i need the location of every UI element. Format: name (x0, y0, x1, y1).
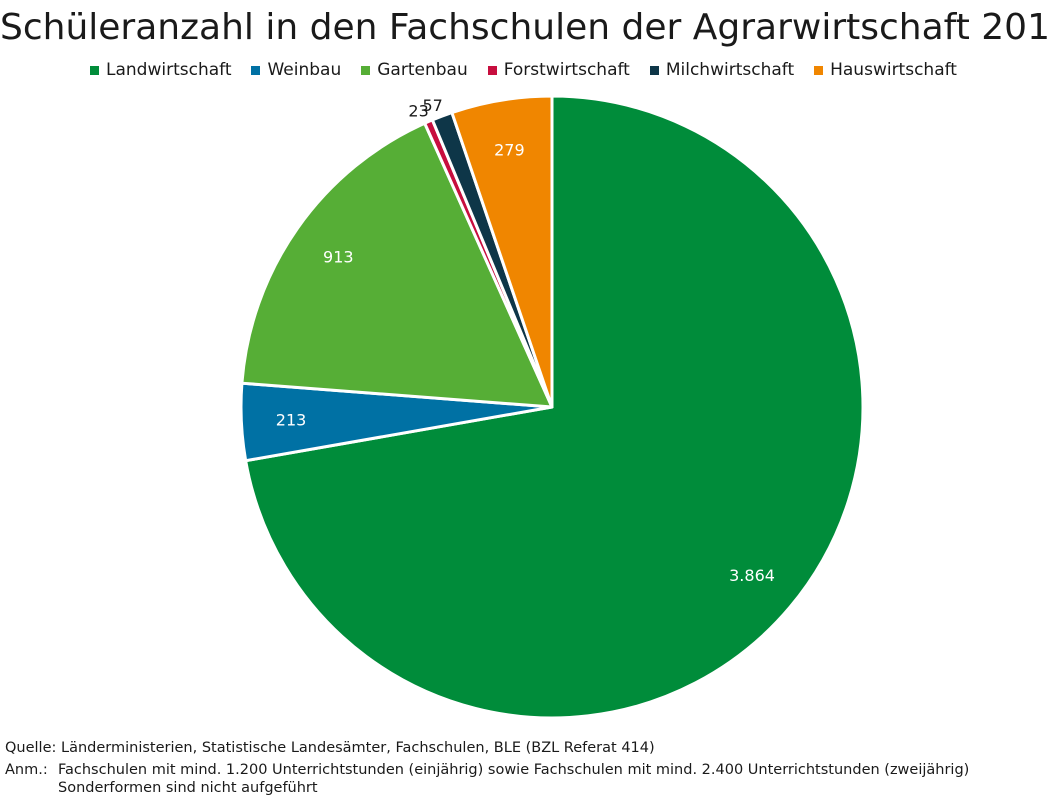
pie-slice-gartenbau (240, 121, 554, 409)
legend-item-weinbau: Weinbau (251, 60, 341, 80)
legend-item-hauswirtschaft: Hauswirtschaft (814, 60, 957, 80)
pie-slice-hauswirtschaft (450, 94, 554, 409)
legend-swatch (251, 65, 261, 75)
legend-swatch (361, 65, 371, 75)
data-label-landwirtschaft: 3.864 (729, 566, 775, 585)
annotation-note: Anm.: Fachschulen mit mind. 1.200 Unterri… (5, 762, 969, 779)
data-label-milchwirtschaft: 57 (422, 96, 442, 115)
data-label-hauswirtschaft: 279 (494, 140, 525, 159)
annotation-label: Anm.: (5, 762, 48, 778)
legend-label: Gartenbau (377, 60, 468, 80)
legend-swatch (649, 65, 659, 75)
legend-item-gartenbau: Gartenbau (361, 60, 468, 80)
data-label-weinbau: 213 (276, 411, 307, 430)
legend-label: Landwirtschaft (106, 60, 232, 80)
legend-swatch (487, 65, 497, 75)
legend-swatch (814, 65, 824, 75)
chart-title: Schüleranzahl in den Fachschulen der Agr… (0, 7, 1047, 48)
legend-label: Milchwirtschaft (665, 60, 795, 80)
data-label-forstwirtschaft: 23 (408, 102, 428, 121)
legend-item-landwirtschaft: Landwirtschaft (90, 60, 231, 80)
legend-item-milchwirtschaft: Milchwirtschaft (649, 60, 795, 80)
legend-label: Weinbau (267, 60, 342, 80)
source-note: Quelle: Länderministerien, Statistische … (5, 740, 655, 756)
legend: Landwirtschaft Weinbau Gartenbau Forstwirts… (0, 60, 1047, 80)
pie-slice-landwirtschaft (244, 94, 865, 720)
annotation-line-1: Fachschulen mit mind. 1.200 Unterrichtst… (58, 762, 970, 778)
legend-item-forstwirtschaft: Forstwirtschaft (487, 60, 630, 80)
legend-label: Hauswirtschaft (830, 60, 957, 80)
data-label-gartenbau: 913 (323, 248, 354, 267)
legend-label: Forstwirtschaft (503, 60, 630, 80)
annotation-line-2: Sonderformen sind nicht aufgeführt (58, 780, 318, 796)
legend-swatch (90, 65, 99, 75)
